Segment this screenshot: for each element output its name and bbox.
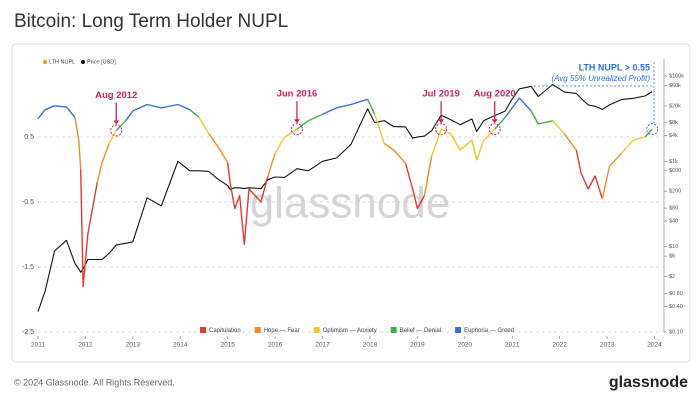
footer: © 2024 Glassnode. All Rights Reserved. [14,377,175,387]
legend-label: Capitulation [209,328,241,334]
x-tick-label: 2013 [126,342,141,349]
legend-label: Optimism — Anxiety [323,328,377,334]
logo: glassnode [609,374,688,391]
legend-marker [43,60,47,64]
x-tick-label: 2023 [600,342,615,349]
annotation-marker [290,123,303,136]
legend-label: Hope — Fear [264,328,300,334]
annotation-marker [435,123,448,136]
chart-panel [11,43,691,363]
legend-swatch [455,327,462,333]
annotation-marker [110,124,123,137]
y2-tick-label: $0.10 [669,329,683,335]
y2-tick-label: $10 [669,244,678,250]
y-tick-label: 0.5 [24,134,34,141]
x-tick-label: 2014 [173,342,188,349]
chart-title: Bitcoin: Long Term Holder NUPL [14,11,288,32]
y2-tick-label: $100k [669,73,684,79]
x-tick-label: 2017 [315,342,330,349]
legend-label: Price [USD] [87,59,116,65]
annotation-label: Jun 2016 [277,89,318,100]
x-tick-label: 2022 [552,342,567,349]
annotation-marker [646,123,659,136]
annotation-label: Jul 2019 [422,89,460,100]
legend-marker [81,60,85,64]
y2-tick-label: $600 [669,168,681,174]
legend-label: LTH NUPL [49,59,75,65]
annotation-arrowhead [438,119,445,124]
annotation-label: Aug 2020 [474,89,516,100]
y2-tick-label: $0.80 [669,291,683,297]
y2-tick-label: $6 [669,254,675,260]
annotation-marker [488,123,501,136]
nupl-line [80,149,603,288]
y2-tick-label: $80 [669,206,678,212]
y2-tick-label: $1k [669,159,678,165]
y2-tick-label: $0.40 [669,304,683,310]
x-tick-label: 2024 [647,342,662,349]
legend-swatch [200,327,206,333]
y2-tick-label: $2 [669,274,675,280]
x-tick-label: 2015 [220,342,235,349]
x-tick-label: 2011 [31,342,45,349]
annotation-sublabel: (Avg 55% Unrealized Profit) [551,74,650,83]
annotation-arrowhead [113,120,120,125]
x-tick-label: 2012 [78,342,93,349]
nupl-line [37,97,532,122]
annotation-label: LTH NUPL > 0.55 [579,62,650,72]
y2-tick-label: $8k [669,120,678,126]
nupl-line [115,99,653,138]
x-tick-label: 2020 [458,342,473,349]
legend-label: Belief — Denial [400,328,441,334]
legend-swatch [390,327,397,333]
price-line [37,83,653,312]
legend-swatch [313,327,320,333]
y2-tick-label: $200 [669,189,681,195]
y2-tick-label: $60k [669,83,681,89]
y2-tick-label: $40 [669,218,678,224]
y-tick-label: -1.5 [22,264,34,271]
watermark: glassnode [250,179,451,228]
y2-tick-label: $20k [669,103,681,109]
legend-swatch [254,327,261,333]
legend-label: Euphoria — Greed [464,328,514,334]
x-tick-label: 2016 [268,342,283,349]
y2-tick-label: $4k [669,133,678,139]
annotation-arrowhead [491,119,498,124]
x-tick-label: 2019 [410,342,425,349]
x-tick-label: 2018 [363,342,378,349]
nupl-line [108,114,646,161]
y-tick-label: -2.5 [22,329,34,336]
annotation-label: Aug 2012 [95,90,137,101]
y-tick-label: -0.5 [22,199,34,206]
x-tick-label: 2021 [505,342,520,349]
annotation-arrowhead [293,119,300,124]
